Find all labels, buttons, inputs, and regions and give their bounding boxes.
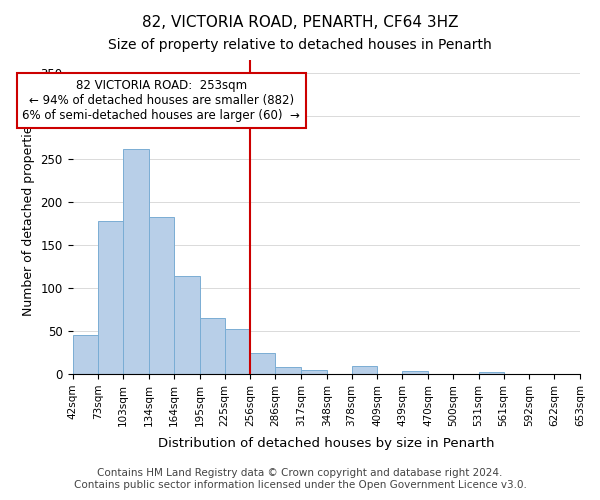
Text: 82 VICTORIA ROAD:  253sqm
← 94% of detached houses are smaller (882)
6% of semi-: 82 VICTORIA ROAD: 253sqm ← 94% of detach… — [22, 79, 301, 122]
X-axis label: Distribution of detached houses by size in Penarth: Distribution of detached houses by size … — [158, 437, 494, 450]
Bar — [301, 370, 326, 374]
Text: Size of property relative to detached houses in Penarth: Size of property relative to detached ho… — [108, 38, 492, 52]
Bar — [275, 367, 301, 374]
Bar — [149, 216, 174, 374]
Bar — [224, 330, 250, 374]
Y-axis label: Number of detached properties: Number of detached properties — [22, 118, 35, 316]
Bar — [200, 318, 224, 374]
Bar — [402, 370, 428, 374]
Bar — [174, 276, 200, 374]
Bar — [479, 372, 503, 374]
Bar — [73, 336, 98, 374]
Text: 82, VICTORIA ROAD, PENARTH, CF64 3HZ: 82, VICTORIA ROAD, PENARTH, CF64 3HZ — [142, 15, 458, 30]
Text: Contains HM Land Registry data © Crown copyright and database right 2024.
Contai: Contains HM Land Registry data © Crown c… — [74, 468, 526, 490]
Bar — [123, 148, 149, 374]
Bar — [352, 366, 377, 374]
Bar — [98, 221, 123, 374]
Bar — [250, 352, 275, 374]
